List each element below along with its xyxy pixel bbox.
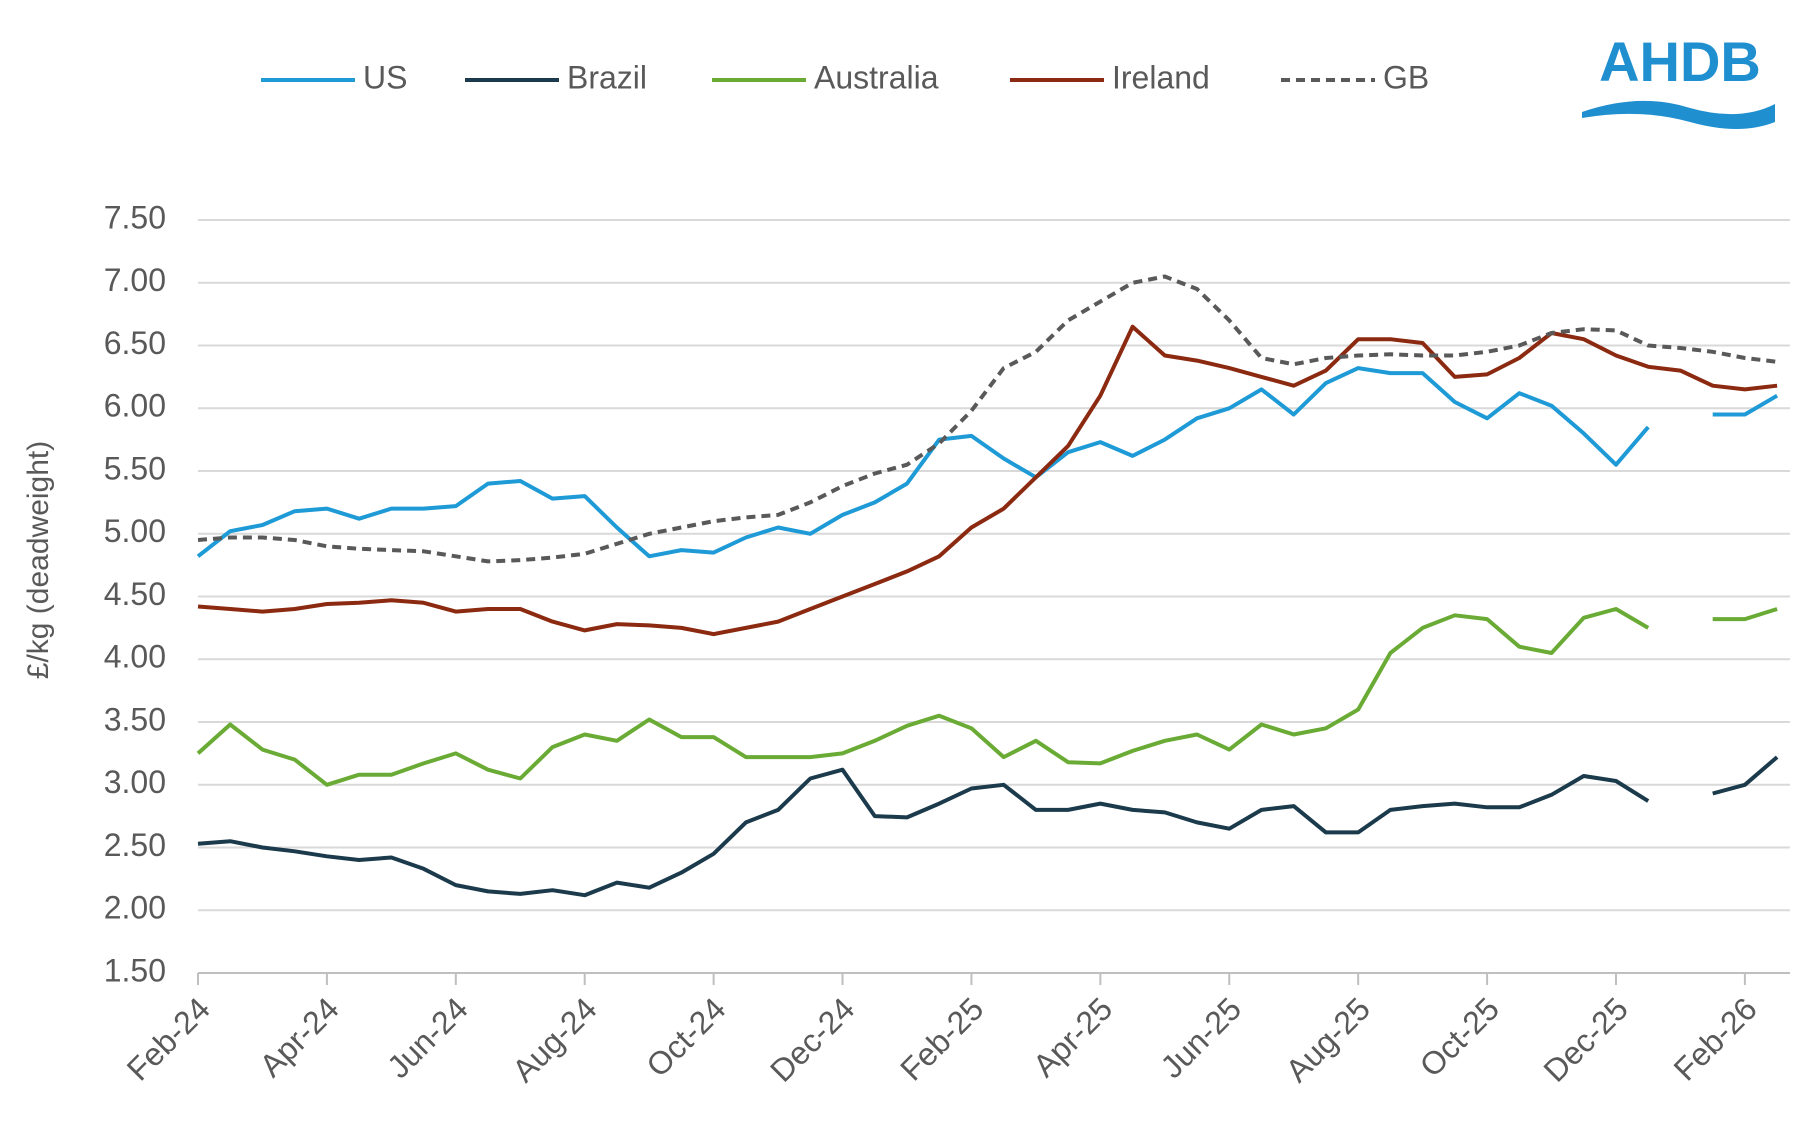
legend-label: Brazil bbox=[567, 59, 647, 95]
legend-label: GB bbox=[1383, 59, 1429, 95]
x-tick-label: Aug-24 bbox=[505, 990, 603, 1088]
legend-label: Ireland bbox=[1112, 59, 1210, 95]
logo: AHDB bbox=[1582, 30, 1775, 129]
logo-text: AHDB bbox=[1599, 30, 1761, 93]
y-tick-label: 4.00 bbox=[104, 639, 166, 675]
legend-label: US bbox=[363, 59, 407, 95]
y-tick-label: 1.50 bbox=[104, 952, 166, 988]
y-tick-label: 4.50 bbox=[104, 576, 166, 612]
y-tick-label: 6.50 bbox=[104, 325, 166, 361]
x-tick-label: Aug-25 bbox=[1279, 990, 1377, 1088]
x-tick-label: Feb-26 bbox=[1667, 990, 1764, 1087]
x-tick-label: Dec-25 bbox=[1537, 990, 1635, 1088]
series-line bbox=[196, 366, 1779, 559]
y-axis-label: £/kg (deadweight) bbox=[22, 441, 55, 679]
y-tick-label: 6.00 bbox=[104, 388, 166, 424]
x-tick-label: Jun-25 bbox=[1154, 990, 1249, 1085]
x-tick-label: Feb-24 bbox=[120, 990, 217, 1087]
series-line bbox=[197, 324, 1778, 637]
y-tick-label: 2.00 bbox=[104, 890, 166, 926]
x-tick-label: Apr-25 bbox=[1026, 990, 1119, 1083]
y-tick-label: 3.00 bbox=[104, 764, 166, 800]
logo-wave bbox=[1582, 100, 1775, 129]
x-tick-label: Dec-24 bbox=[763, 990, 861, 1088]
y-tick-label: 5.00 bbox=[104, 513, 166, 549]
y-tick-label: 7.50 bbox=[104, 199, 166, 235]
legend-label: Australia bbox=[814, 59, 939, 95]
series-line bbox=[196, 607, 1778, 787]
x-tick-label: Feb-25 bbox=[893, 990, 990, 1087]
x-tick-label: Oct-25 bbox=[1413, 990, 1506, 1083]
x-tick-label: Jun-24 bbox=[380, 990, 475, 1085]
x-tick-label: Oct-24 bbox=[639, 990, 732, 1083]
series-line bbox=[197, 755, 1779, 898]
y-tick-label: 3.50 bbox=[104, 701, 166, 737]
y-tick-label: 5.50 bbox=[104, 450, 166, 486]
y-tick-label: 7.00 bbox=[104, 262, 166, 298]
x-tick-label: Apr-24 bbox=[252, 990, 345, 1083]
y-tick-label: 2.50 bbox=[104, 827, 166, 863]
